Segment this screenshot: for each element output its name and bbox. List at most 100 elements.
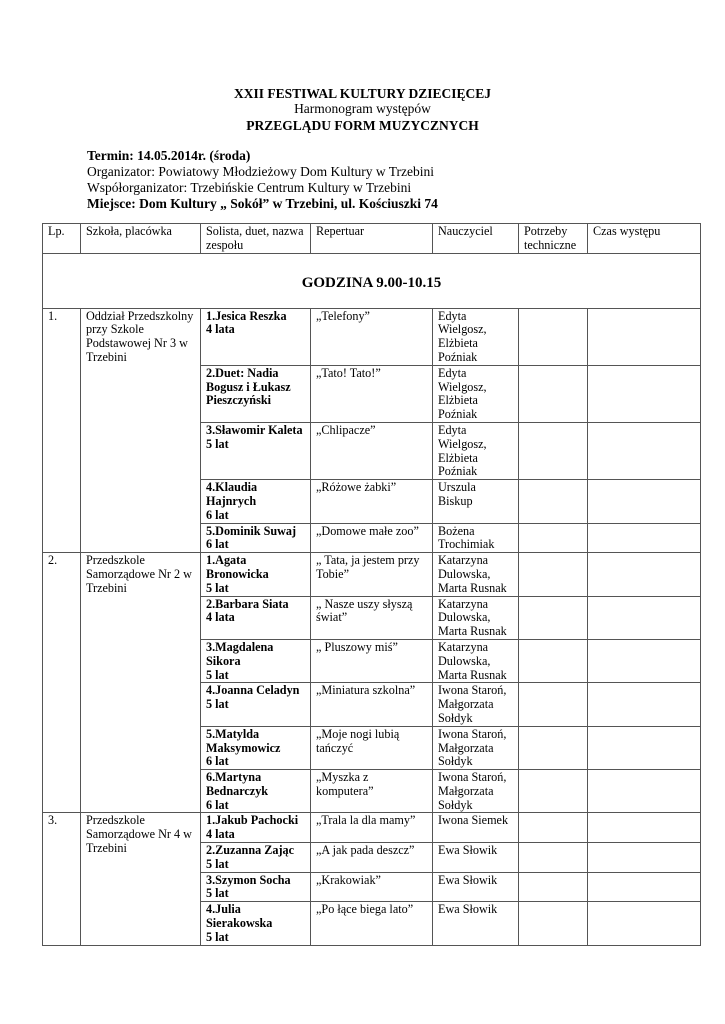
repertoire-cell: „ Nasze uszy słyszą świat” [310, 595, 433, 640]
performer-name: 1.Jesica Reszka [206, 308, 287, 323]
school-cell: Oddział Przedszkolny przy Szkole Podstaw… [80, 307, 201, 554]
table-row: 2.Zuzanna Zając 5 lat „A jak pada deszcz” E… [43, 842, 701, 873]
repertoire-cell: „Myszka z komputera” [310, 769, 433, 814]
teacher-cell: Iwona Siemek [432, 812, 519, 844]
repertoire-cell: „Chlipacze” [310, 421, 433, 481]
performer-name: 4.Julia Sierakowska [206, 902, 273, 931]
performer-age: 6 lat [206, 537, 229, 552]
performer-name: 4.Klaudia Hajnrych [206, 480, 258, 508]
performer-cell: 5.Dominik Suwaj 6 lat [200, 522, 311, 554]
performer-age: 6 lat [206, 797, 229, 812]
performance-time-cell [587, 812, 701, 844]
performer-cell: 2.Barbara Siata 4 lata [200, 595, 311, 640]
technical-needs-cell [518, 769, 588, 814]
performer-cell: 2.Duet: Nadia Bogusz i Łukasz Pieszczyńs… [200, 364, 311, 423]
performer-age: 5 lat [206, 580, 229, 595]
repertoire-cell: „Tato! Tato!” [310, 364, 433, 423]
performance-time-cell [587, 769, 701, 814]
table-row: 4.Julia Sierakowska 5 lat „Po łące biega l… [43, 901, 701, 946]
technical-needs-cell [518, 901, 588, 946]
column-header: Solista, duet, nazwa zespołu [200, 223, 311, 254]
school-cell: Przedszkole Samorządowe Nr 4 w Trzebini [80, 812, 201, 946]
section-heading: GODZINA 9.00-10.15 [42, 252, 701, 309]
teacher-cell: Edyta Wielgosz, Elżbieta Poźniak [432, 421, 519, 481]
column-header: Potrzeby techniczne [518, 223, 588, 254]
table-row: 3. Przedszkole Samorządowe Nr 4 w Trzebin… [42, 812, 701, 946]
repertoire-cell: „Miniatura szkolna” [310, 682, 433, 727]
performer-name: 6.Martyna Bednarczyk [206, 770, 269, 798]
repertoire-cell: „ Tata, ja jestem przy Tobie” [310, 552, 433, 597]
venue: Miejsce: Dom Kultury „ Sokół” w Trzebini… [87, 196, 438, 211]
section-row: GODZINA 9.00-10.15 [42, 252, 701, 309]
technical-needs-cell [518, 595, 588, 640]
performer-age: 5 lat [206, 436, 229, 451]
technical-needs-cell [518, 364, 588, 423]
performer-name: 2.Duet: Nadia Bogusz i Łukasz Pieszczyńs… [206, 365, 291, 408]
schedule-table: Lp. Szkoła, placówka Solista, duet, nazw… [42, 223, 701, 946]
document-title: XXII FESTIWAL KULTURY DZIECIĘCEJ [234, 86, 491, 101]
technical-needs-cell [518, 682, 588, 727]
performance-time-cell [587, 901, 701, 946]
repertoire-cell: „Telefony” [310, 307, 433, 366]
table-row: 2.Duet: Nadia Bogusz i Łukasz Pieszczyńs… [43, 364, 701, 423]
performance-time-cell [587, 842, 701, 873]
performer-age: 5 lat [206, 929, 229, 944]
event-date: Termin: 14.05.2014r. (środa) [87, 148, 251, 163]
technical-needs-cell [518, 812, 588, 844]
teacher-cell: Edyta Wielgosz, Elżbieta Poźniak [432, 364, 519, 423]
teacher-cell: Ewa Słowik [432, 901, 519, 946]
column-header: Szkoła, placówka [80, 223, 201, 254]
performer-name: 4.Joanna Celadyn [206, 683, 300, 698]
teacher-cell: Iwona Staroń, Małgorzata Sołdyk [432, 682, 519, 727]
technical-needs-cell [518, 479, 588, 524]
performer-age: 5 lat [206, 886, 229, 901]
table-row: 2.Barbara Siata 4 lata „ Nasze uszy słyszą… [43, 595, 701, 640]
table-row: 6.Martyna Bednarczyk 6 lat „Myszka z kompu… [43, 769, 701, 814]
co-organizer: Współorganizator: Trzebińskie Centrum Ku… [87, 180, 412, 195]
repertoire-cell: „Trala la dla mamy” [310, 812, 433, 844]
performer-age: 5 lat [206, 667, 229, 682]
performer-name: 3.Sławomir Kaleta [206, 422, 303, 437]
performer-age: 4 lata [206, 322, 235, 337]
performance-time-cell [587, 522, 701, 554]
performance-time-cell [587, 552, 701, 597]
repertoire-cell: „Domowe małe zoo” [310, 522, 433, 554]
performer-cell: 4.Julia Sierakowska 5 lat [200, 901, 311, 946]
table-row: 3.Szymon Socha 5 lat „Krakowiak” Ewa Słowik [43, 871, 701, 903]
repertoire-cell: „Krakowiak” [310, 871, 433, 903]
document-subtitle-2: PRZEGLĄDU FORM MUZYCZNYCH [246, 118, 479, 133]
teacher-cell: Katarzyna Dulowska, Marta Rusnak [432, 595, 519, 640]
performer-cell: 1.Jakub Pachocki 4 lata [200, 812, 311, 844]
column-header: Lp. [42, 223, 81, 254]
table-row: 5.Matylda Maksymowicz 6 lat „Moje nogi lub… [43, 725, 701, 771]
repertoire-cell: „A jak pada deszcz” [310, 842, 433, 873]
performance-time-cell [587, 364, 701, 423]
table-row: 3.Magdalena Sikora 5 lat „ Pluszowy miś” Ka… [43, 638, 701, 684]
performer-age: 4 lata [206, 610, 235, 625]
performance-time-cell [587, 871, 701, 903]
performance-time-cell [587, 307, 701, 366]
teacher-cell: Ewa Słowik [432, 871, 519, 903]
repertoire-cell: „Po łące biega lato” [310, 901, 433, 946]
performer-age: 6 lat [206, 507, 229, 522]
performer-age: 5 lat [206, 697, 229, 712]
table-row: 1. Oddział Przedszkolny przy Szkole Podst… [42, 307, 701, 554]
teacher-cell: Ewa Słowik [432, 842, 519, 873]
performer-cell: 3.Magdalena Sikora 5 lat [200, 638, 311, 684]
performer-name: 3.Szymon Socha [206, 872, 291, 887]
teacher-cell: Edyta Wielgosz, Elżbieta Poźniak [432, 307, 519, 366]
table-row: 5.Dominik Suwaj 6 lat „Domowe małe zoo” Boż… [43, 522, 701, 554]
performer-cell: 2.Zuzanna Zając 5 lat [200, 842, 311, 873]
performer-age: 5 lat [206, 856, 229, 871]
teacher-cell: Iwona Staroń, Małgorzata Sołdyk [432, 769, 519, 814]
column-header: Nauczyciel [432, 223, 519, 254]
organizer: Organizator: Powiatowy Młodzieżowy Dom K… [87, 164, 434, 179]
performer-name: 1.Agata Bronowicka [206, 553, 269, 581]
teacher-cell: Katarzyna Dulowska, Marta Rusnak [432, 552, 519, 597]
performer-age: 4 lata [206, 827, 235, 842]
lp-cell: 3. [42, 812, 81, 946]
performance-time-cell [587, 725, 701, 771]
table-header-row: Lp. Szkoła, placówka Solista, duet, nazw… [42, 223, 701, 254]
performer-cell: 3.Sławomir Kaleta 5 lat [200, 421, 311, 481]
performer-cell: 4.Klaudia Hajnrych 6 lat [200, 479, 311, 524]
